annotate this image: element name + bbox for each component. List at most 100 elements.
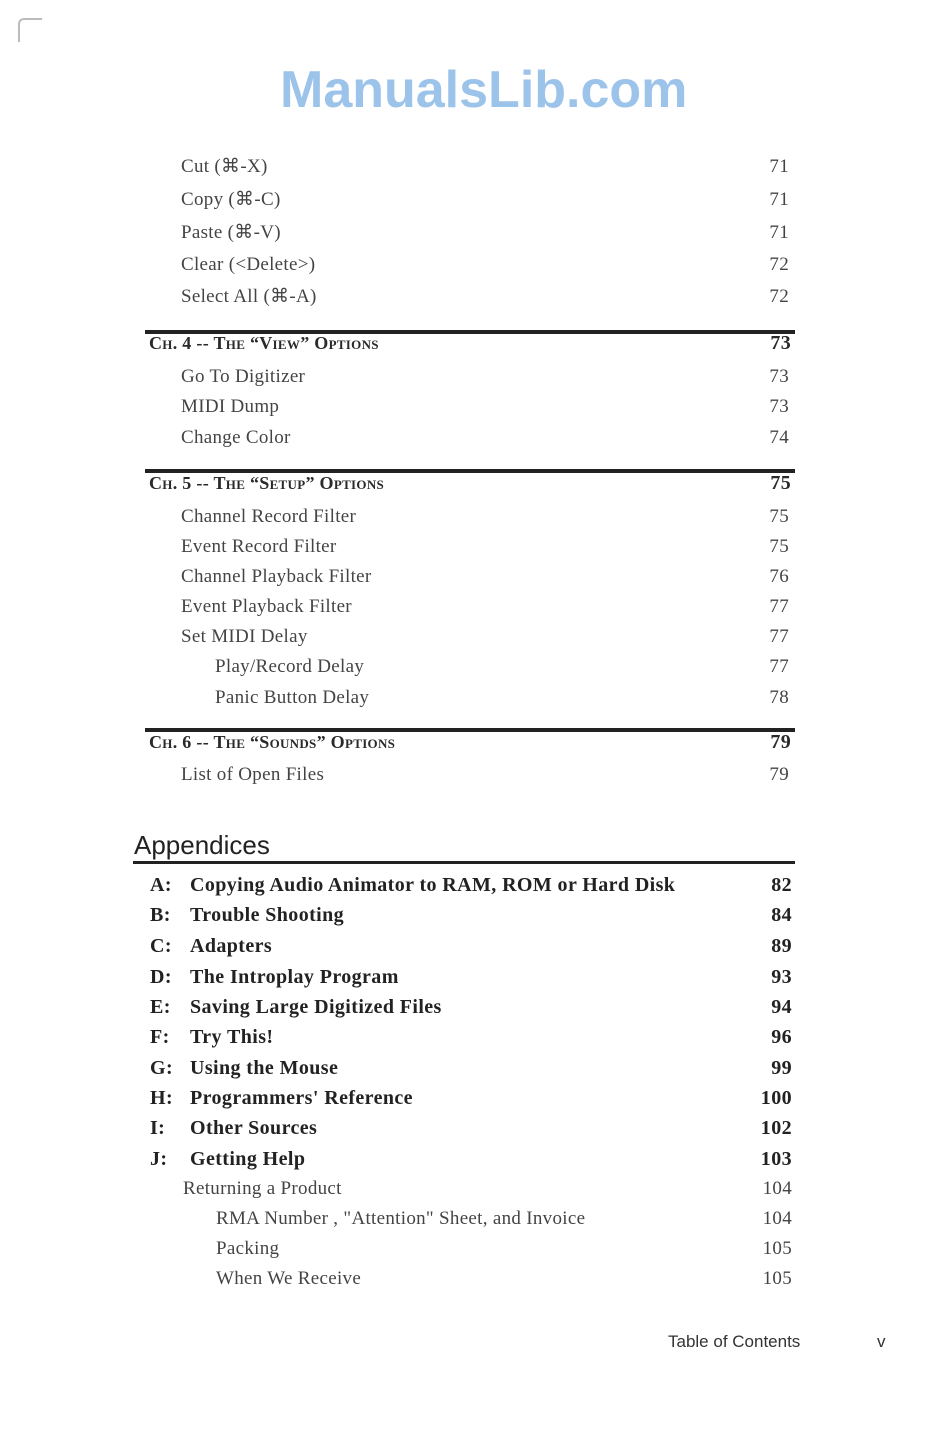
page-number: 79 bbox=[769, 764, 789, 785]
appendix-entry[interactable]: D: The Introplay Program 93 bbox=[150, 964, 792, 990]
entry-title: Packing bbox=[216, 1238, 280, 1259]
chapter-rule bbox=[145, 469, 795, 473]
page-number: 102 bbox=[760, 1117, 792, 1139]
appendix-entry[interactable]: J: Getting Help 103 bbox=[150, 1146, 792, 1172]
page-number: 71 bbox=[769, 156, 789, 177]
page-number: 73 bbox=[770, 332, 791, 354]
footer-page-number: v bbox=[877, 1332, 886, 1351]
appendix-entry[interactable]: G: Using the Mouse 99 bbox=[150, 1055, 792, 1081]
appendix-letter: B: bbox=[150, 904, 171, 926]
entry-title: RMA Number , "Attention" Sheet, and Invo… bbox=[216, 1208, 586, 1229]
appendices-rule bbox=[133, 861, 795, 864]
chapter-heading[interactable]: Ch. 5 -- The “Setup” Options 75 bbox=[149, 470, 791, 496]
appendix-entry[interactable]: E: Saving Large Digitized Files 94 bbox=[150, 994, 792, 1020]
toc-entry[interactable]: Copy (⌘-C) 71 bbox=[181, 187, 789, 213]
appendix-entry[interactable]: A: Copying Audio Animator to RAM, ROM or … bbox=[150, 872, 792, 898]
entry-title: Event Playback Filter bbox=[181, 596, 352, 617]
toc-entry[interactable]: Cut (⌘-X) 71 bbox=[181, 154, 789, 180]
entry-title: Adapters bbox=[190, 935, 273, 957]
page-number: 72 bbox=[769, 286, 789, 307]
entry-title: The Introplay Program bbox=[190, 966, 399, 988]
page-number: 73 bbox=[769, 366, 789, 387]
page-corner-mark bbox=[18, 18, 42, 42]
appendices-heading: Appendices bbox=[134, 830, 270, 860]
toc-entry[interactable]: Select All (⌘-A) 72 bbox=[181, 284, 789, 310]
entry-title: MIDI Dump bbox=[181, 396, 280, 417]
entry-title: Using the Mouse bbox=[190, 1057, 339, 1079]
page-number: 93 bbox=[771, 966, 792, 988]
entry-title: Ch. 5 -- The “Setup” Options bbox=[149, 473, 385, 493]
page-number: 77 bbox=[769, 596, 789, 617]
entry-title: List of Open Files bbox=[181, 764, 325, 785]
entry-title: Panic Button Delay bbox=[215, 687, 370, 708]
page-number: 103 bbox=[760, 1148, 792, 1170]
page-number: 104 bbox=[762, 1178, 792, 1199]
toc-entry[interactable]: Channel Playback Filter 76 bbox=[181, 564, 789, 590]
appendix-letter: A: bbox=[150, 874, 172, 896]
page-number: 74 bbox=[769, 427, 789, 448]
page-number: 75 bbox=[769, 536, 789, 557]
toc-entry[interactable]: Paste (⌘-V) 71 bbox=[181, 220, 789, 246]
toc-entry[interactable]: Panic Button Delay 78 bbox=[215, 685, 789, 711]
toc-entry[interactable]: RMA Number , "Attention" Sheet, and Invo… bbox=[216, 1206, 792, 1232]
page-number: 96 bbox=[771, 1026, 792, 1048]
page-number: 76 bbox=[769, 566, 789, 587]
appendix-entry[interactable]: C: Adapters 89 bbox=[150, 933, 792, 959]
toc-entry[interactable]: Packing 105 bbox=[216, 1236, 792, 1262]
toc-entry[interactable]: Go To Digitizer 73 bbox=[181, 364, 789, 390]
appendix-entry[interactable]: F: Try This! 96 bbox=[150, 1024, 792, 1050]
entry-title: Paste (⌘-V) bbox=[181, 222, 281, 243]
toc-entry[interactable]: MIDI Dump 73 bbox=[181, 394, 789, 420]
entry-title: Channel Playback Filter bbox=[181, 566, 372, 587]
entry-title: Event Record Filter bbox=[181, 536, 337, 557]
toc-entry[interactable]: Play/Record Delay 77 bbox=[215, 654, 789, 680]
toc-entry[interactable]: Event Record Filter 75 bbox=[181, 534, 789, 560]
toc-entry[interactable]: List of Open Files 79 bbox=[181, 762, 789, 788]
page-number: 73 bbox=[769, 396, 789, 417]
chapter-heading[interactable]: Ch. 4 -- The “View” Options 73 bbox=[149, 330, 791, 356]
appendix-letter: I: bbox=[150, 1117, 166, 1139]
entry-title: Change Color bbox=[181, 427, 291, 448]
page-number: 75 bbox=[770, 472, 791, 494]
appendix-entry[interactable]: H: Programmers' Reference 100 bbox=[150, 1085, 792, 1111]
entry-title: Select All (⌘-A) bbox=[181, 286, 317, 307]
entry-title: Saving Large Digitized Files bbox=[190, 996, 442, 1018]
page-number: 77 bbox=[769, 656, 789, 677]
appendix-entry[interactable]: B: Trouble Shooting 84 bbox=[150, 902, 792, 928]
page-number: 79 bbox=[770, 731, 791, 753]
entry-title: Cut (⌘-X) bbox=[181, 156, 268, 177]
appendix-entry[interactable]: I: Other Sources 102 bbox=[150, 1115, 792, 1141]
page-number: 75 bbox=[769, 506, 789, 527]
toc-entry[interactable]: Set MIDI Delay 77 bbox=[181, 624, 789, 650]
toc-entry[interactable]: Event Playback Filter 77 bbox=[181, 594, 789, 620]
appendix-letter: E: bbox=[150, 996, 171, 1018]
watermark-logo: ManualsLib.com bbox=[280, 61, 688, 119]
entry-title: Ch. 6 -- The “Sounds” Options bbox=[149, 732, 396, 752]
page-number: 89 bbox=[771, 935, 792, 957]
entry-title: Channel Record Filter bbox=[181, 506, 357, 527]
entry-title: Other Sources bbox=[190, 1117, 318, 1139]
toc-entry[interactable]: Clear (<Delete>) 72 bbox=[181, 252, 789, 278]
page-number: 77 bbox=[769, 626, 789, 647]
entry-title: Getting Help bbox=[190, 1148, 306, 1170]
page-number: 82 bbox=[771, 874, 792, 896]
chapter-rule bbox=[145, 330, 795, 334]
toc-entry[interactable]: Change Color 74 bbox=[181, 425, 789, 451]
appendix-letter: J: bbox=[150, 1148, 168, 1170]
chapter-rule bbox=[145, 728, 795, 732]
toc-entry[interactable]: When We Receive 105 bbox=[216, 1266, 792, 1292]
appendix-letter: F: bbox=[150, 1026, 170, 1048]
toc-entry[interactable]: Channel Record Filter 75 bbox=[181, 504, 789, 530]
entry-title: Returning a Product bbox=[183, 1178, 342, 1199]
footer-section-title: Table of Contents bbox=[668, 1332, 801, 1351]
chapter-heading[interactable]: Ch. 6 -- The “Sounds” Options 79 bbox=[149, 729, 791, 755]
appendix-letter: G: bbox=[150, 1057, 174, 1079]
entry-title: Clear (<Delete>) bbox=[181, 254, 316, 275]
entry-title: Copying Audio Animator to RAM, ROM or Ha… bbox=[190, 874, 676, 896]
page-number: 99 bbox=[771, 1057, 792, 1079]
toc-entry[interactable]: Returning a Product 104 bbox=[183, 1176, 792, 1202]
page-number: 71 bbox=[769, 189, 789, 210]
entry-title: Play/Record Delay bbox=[215, 656, 365, 677]
entry-title: Try This! bbox=[190, 1026, 274, 1048]
